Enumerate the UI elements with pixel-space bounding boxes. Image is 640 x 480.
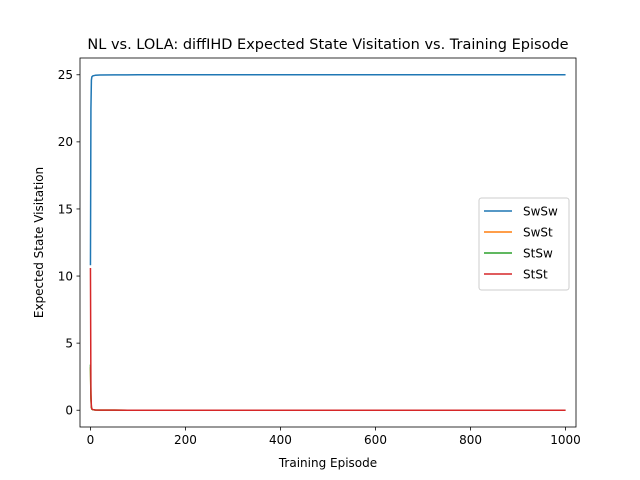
- x-tick-label: 200: [174, 433, 197, 447]
- series-line-stst: [89, 267, 566, 411]
- x-axis-ticks: 0 200 400 600 800 1000: [87, 427, 581, 447]
- x-tick-label: 800: [459, 433, 482, 447]
- plot-frame: [79, 57, 577, 428]
- y-axis-ticks: 0 5 10 15 20 25: [58, 68, 80, 418]
- series-line-swsw: [89, 74, 566, 266]
- chart-title: NL vs. LOLA: diffIHD Expected State Visi…: [87, 37, 568, 53]
- y-tick-label: 0: [65, 404, 73, 418]
- x-tick-label: 400: [269, 433, 292, 447]
- y-tick-label: 25: [58, 68, 73, 82]
- plot-lines: [89, 74, 566, 411]
- x-tick-label: 0: [87, 433, 95, 447]
- y-tick-label: 10: [58, 269, 73, 283]
- x-tick-label: 600: [364, 433, 387, 447]
- legend-label-stsw: StSw: [523, 246, 553, 260]
- legend: SwSw SwSt StSw StSt: [478, 197, 570, 291]
- y-tick-label: 20: [58, 135, 73, 149]
- x-axis-label: Training Episode: [278, 456, 377, 470]
- legend-label-swsw: SwSw: [523, 204, 558, 218]
- x-tick-label: 1000: [550, 433, 581, 447]
- y-axis-label: Expected State Visitation: [32, 167, 46, 318]
- legend-label-swst: SwSt: [523, 225, 553, 239]
- legend-box: [478, 197, 570, 291]
- y-tick-label: 15: [58, 202, 73, 216]
- y-tick-label: 5: [65, 336, 73, 350]
- legend-label-stst: StSt: [523, 267, 548, 281]
